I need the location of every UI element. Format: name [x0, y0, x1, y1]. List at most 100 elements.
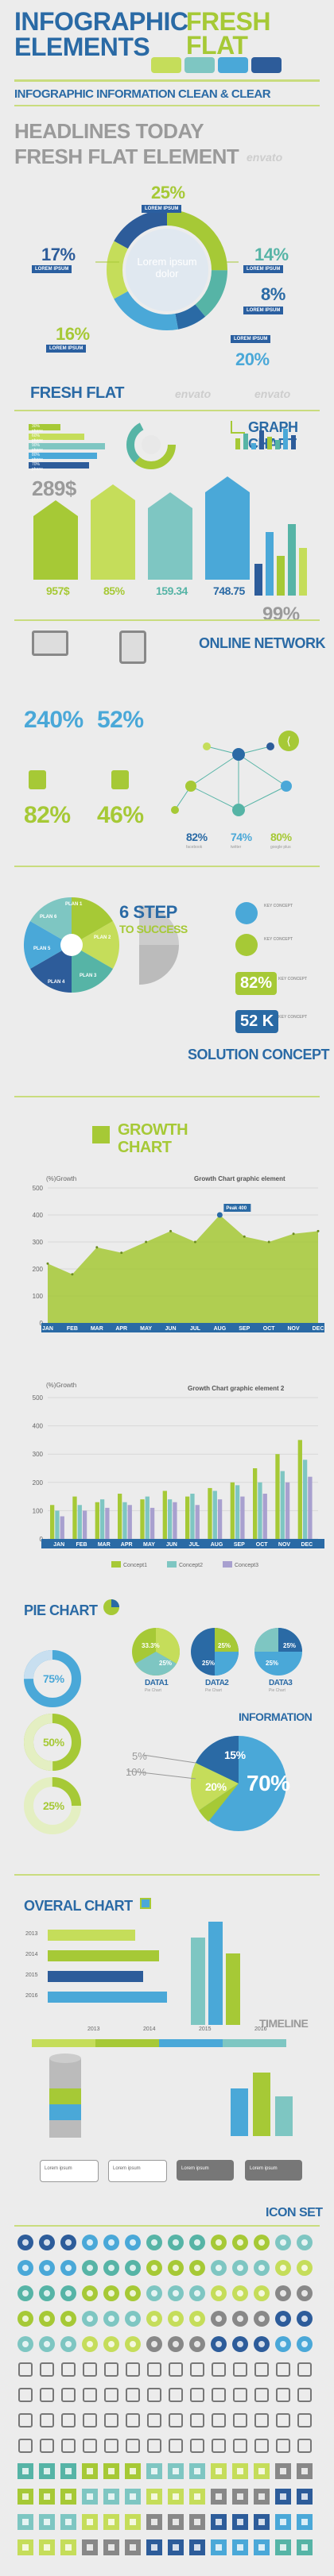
x-tick-label: OCT: [256, 1542, 269, 1548]
icon-outline: [61, 2362, 76, 2377]
icon-glyph: [87, 2468, 93, 2474]
legend-label: Concept3: [235, 1563, 258, 1568]
icon-glyph: [194, 2493, 200, 2500]
bar: [195, 1505, 200, 1539]
icon-outline: [233, 2413, 247, 2428]
icon-glyph: [65, 2265, 72, 2271]
icon-outline: [190, 2362, 204, 2377]
area-chart-ylabel: (%)Growth: [46, 1175, 77, 1182]
donut-section: Lorem ipsum dolor 25% LOREM IPSUM 14% LO…: [0, 183, 334, 397]
donut-seg-6: [107, 210, 227, 330]
pie-title: PIE CHART: [24, 1602, 98, 1618]
icon-outline: [212, 2388, 226, 2402]
icon-outline: [276, 2413, 290, 2428]
icon-outline: [18, 2439, 33, 2453]
y-tick-label: 400: [33, 1212, 44, 1219]
bar: [77, 1505, 82, 1539]
bar: [82, 1510, 87, 1539]
donut-label-2: LOREM IPSUM: [243, 265, 284, 273]
bar: [190, 1494, 195, 1539]
gauge-ring: [126, 420, 176, 469]
data-point: [145, 1240, 148, 1244]
bubbles-section: Lorem ipsum Lorem ipsum Lorem ipsum Lore…: [0, 2152, 334, 2200]
x-axis-band: [41, 1539, 324, 1548]
icon-glyph: [173, 2341, 179, 2347]
icon-outline: [212, 2439, 226, 2453]
icon-glyph: [173, 2519, 179, 2525]
icon-glyph: [280, 2341, 286, 2347]
icon-outline: [169, 2362, 183, 2377]
icon-glyph: [22, 2341, 29, 2347]
percent-bar-label: 30% phone: [32, 424, 43, 434]
plan-1: PLAN 1: [65, 902, 83, 907]
icon-glyph: [87, 2493, 93, 2500]
icon-glyph: [194, 2468, 200, 2474]
divider: [14, 105, 320, 106]
icon-glyph: [44, 2239, 50, 2246]
y-tick-label: 400: [33, 1423, 44, 1430]
percent-bar-label: 90% phone: [32, 443, 43, 453]
info-value-5: 70%: [247, 1771, 290, 1795]
swatch-navy: [251, 57, 282, 73]
icon-outline: [190, 2388, 204, 2402]
icon-glyph: [44, 2493, 50, 2500]
x-tick-label: FEB: [67, 1326, 78, 1332]
icon-outline: [126, 2388, 140, 2402]
percent-bar-label: 60% phone: [32, 434, 43, 443]
bar: [72, 1496, 77, 1539]
icon-outline: [190, 2439, 204, 2453]
y-tick-label: 500: [33, 1394, 44, 1402]
data-label-2: DATA2: [205, 1679, 229, 1687]
info-value-2: 10%: [126, 1766, 147, 1778]
icon-glyph: [87, 2341, 93, 2347]
icon-glyph: [65, 2239, 72, 2246]
x-tick-label: JAN: [53, 1542, 64, 1548]
bar: [60, 1516, 64, 1539]
icon-outline: [40, 2439, 54, 2453]
icon-glyph: [65, 2316, 72, 2322]
icon-glyph: [65, 2544, 72, 2551]
icon-glyph: [173, 2239, 179, 2246]
headline2: FRESH FLAT ELEMENT: [14, 145, 239, 168]
icon-glyph: [108, 2239, 115, 2246]
icon-glyph: [237, 2341, 243, 2347]
x-tick-label: AUG: [214, 1326, 227, 1332]
icon-glyph: [258, 2519, 265, 2525]
icon-glyph: [258, 2468, 265, 2474]
icon-outline: [276, 2439, 290, 2453]
social-label-facebook: facebook: [186, 845, 203, 850]
key-concept-3: KEY CONCEPT: [278, 977, 308, 981]
icon-outline: [254, 2362, 269, 2377]
x-tick-label: JUL: [190, 1326, 201, 1332]
plan-6: PLAN 6: [40, 915, 57, 920]
peak-marker: [216, 1212, 223, 1218]
freshflat-graphics: [33, 420, 307, 596]
network-title: ONLINE NETWORK: [199, 635, 326, 651]
icon-outline: [147, 2439, 161, 2453]
donut-value-1: 25%: [151, 183, 185, 202]
area-chart-title: Growth Chart graphic element: [194, 1175, 285, 1182]
icon-glyph: [151, 2341, 157, 2347]
divider: [14, 2225, 320, 2227]
icon-glyph: [173, 2316, 179, 2322]
growth-section: GROWTH CHART (%)Growth Growth Chart grap…: [0, 1110, 334, 1380]
bar: [50, 1505, 55, 1539]
donut-label-4: LOREM IPSUM: [231, 335, 271, 343]
icon-glyph: [194, 2239, 200, 2246]
icon-glyph: [216, 2468, 222, 2474]
icon-outline: [169, 2439, 183, 2453]
y-tick-label: 100: [33, 1293, 44, 1300]
watermark: envato: [247, 151, 283, 164]
big-percent: 99%: [262, 604, 300, 625]
overal-graphics: [32, 1898, 293, 2138]
bar: [118, 1494, 122, 1539]
icon-glyph: [44, 2316, 50, 2322]
icon-outline: [126, 2413, 140, 2428]
bar: [253, 1468, 258, 1539]
freshflat-section: FRESH FLAT envato envato GRAPH CHART 30%…: [0, 373, 334, 707]
icon-glyph: [280, 2316, 286, 2322]
bubble-text-2: Lorem ipsum: [113, 2166, 141, 2171]
icon-glyph: [22, 2493, 29, 2500]
bar: [235, 1485, 240, 1539]
pie-value-4: 25%: [202, 1660, 216, 1667]
